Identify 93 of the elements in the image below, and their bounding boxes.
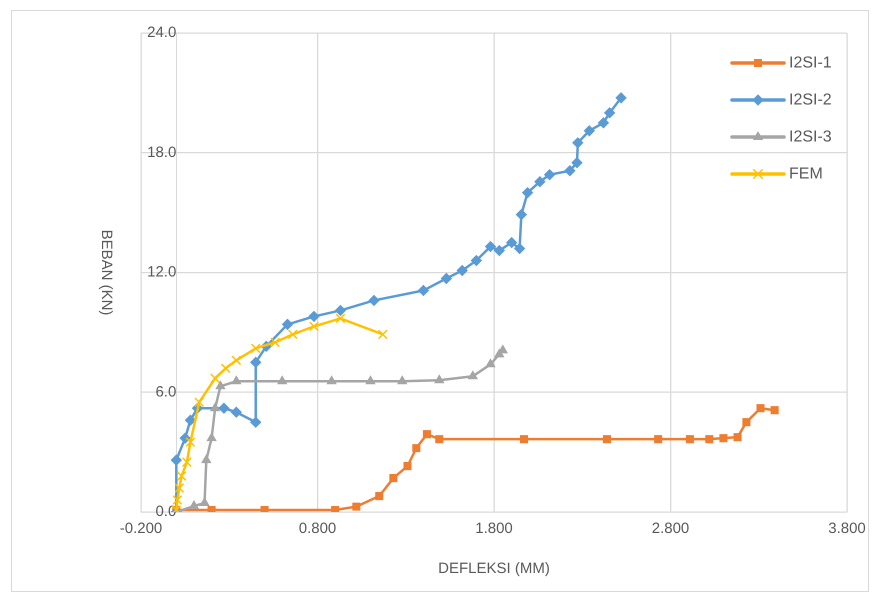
point (435, 435, 444, 444)
point (366, 376, 376, 384)
legend-label: I2SI-2 (789, 91, 832, 108)
point (231, 376, 242, 384)
point (534, 176, 546, 188)
y-tick-label: 12.0 (147, 264, 176, 281)
point (602, 435, 611, 444)
point (544, 169, 556, 180)
point (422, 430, 431, 438)
point (260, 506, 269, 512)
point (522, 187, 534, 198)
point (231, 355, 242, 366)
point (756, 404, 765, 412)
point (434, 374, 444, 384)
point (334, 304, 346, 316)
point (352, 502, 360, 511)
point (176, 471, 187, 482)
point (654, 435, 662, 444)
point (412, 444, 420, 452)
point (210, 373, 220, 384)
point (389, 474, 398, 482)
point (331, 506, 340, 512)
point (584, 125, 595, 136)
point (418, 284, 429, 296)
point (174, 483, 184, 494)
point (494, 245, 505, 256)
point (220, 363, 231, 374)
point (484, 241, 496, 252)
point (335, 313, 346, 324)
x-tick-label: -0.200 (120, 520, 162, 538)
x-tick-label: 0.800 (298, 520, 336, 538)
point (397, 376, 408, 384)
x-axis-title: DEFLEKSI (MM) (438, 560, 550, 578)
point (506, 237, 518, 248)
point (185, 437, 196, 448)
point (250, 343, 261, 354)
point (218, 402, 230, 414)
point (308, 310, 320, 322)
point (705, 435, 714, 444)
point (250, 416, 262, 428)
y-axis-title: BEBAN (KN) (98, 230, 115, 316)
point (571, 157, 582, 168)
point (230, 406, 242, 418)
point (514, 243, 526, 254)
point (170, 454, 182, 466)
point (516, 209, 527, 220)
point (180, 432, 191, 444)
x-tick-label: 3.800 (828, 520, 866, 538)
x-tick-label: 1.800 (475, 520, 513, 538)
y-tick-label: 18.0 (147, 144, 176, 161)
point (326, 376, 336, 384)
point (270, 337, 280, 348)
legend-label: I2SI-1 (789, 54, 832, 72)
point (403, 462, 412, 470)
point (598, 117, 609, 128)
point (375, 492, 384, 500)
point (208, 506, 216, 512)
point (734, 433, 742, 442)
point (184, 414, 196, 426)
point (616, 92, 627, 104)
point (456, 265, 468, 276)
point (288, 329, 298, 340)
point (520, 435, 528, 444)
point (770, 406, 779, 414)
point (201, 454, 212, 464)
point (468, 370, 478, 380)
point (604, 107, 616, 118)
point (182, 457, 192, 468)
point (282, 318, 293, 330)
point (216, 380, 226, 390)
y-tick-label: 24.0 (147, 24, 176, 42)
point (742, 418, 750, 426)
point (719, 434, 728, 442)
y-tick-label: 6.0 (155, 383, 176, 400)
point (378, 329, 388, 340)
point (200, 498, 210, 506)
point (206, 432, 216, 442)
point (470, 255, 482, 266)
point (572, 137, 584, 148)
point (210, 402, 220, 412)
point (486, 358, 496, 368)
legend-label: I2SI-3 (789, 128, 832, 146)
point (250, 356, 262, 368)
point (686, 435, 694, 444)
point (308, 321, 319, 332)
x-tick-label: 2.800 (652, 520, 690, 538)
point (194, 397, 204, 408)
point (189, 500, 199, 510)
point (440, 272, 452, 284)
point (277, 376, 288, 384)
point (368, 294, 380, 306)
legend-label: FEM (789, 165, 823, 182)
point (564, 165, 576, 176)
